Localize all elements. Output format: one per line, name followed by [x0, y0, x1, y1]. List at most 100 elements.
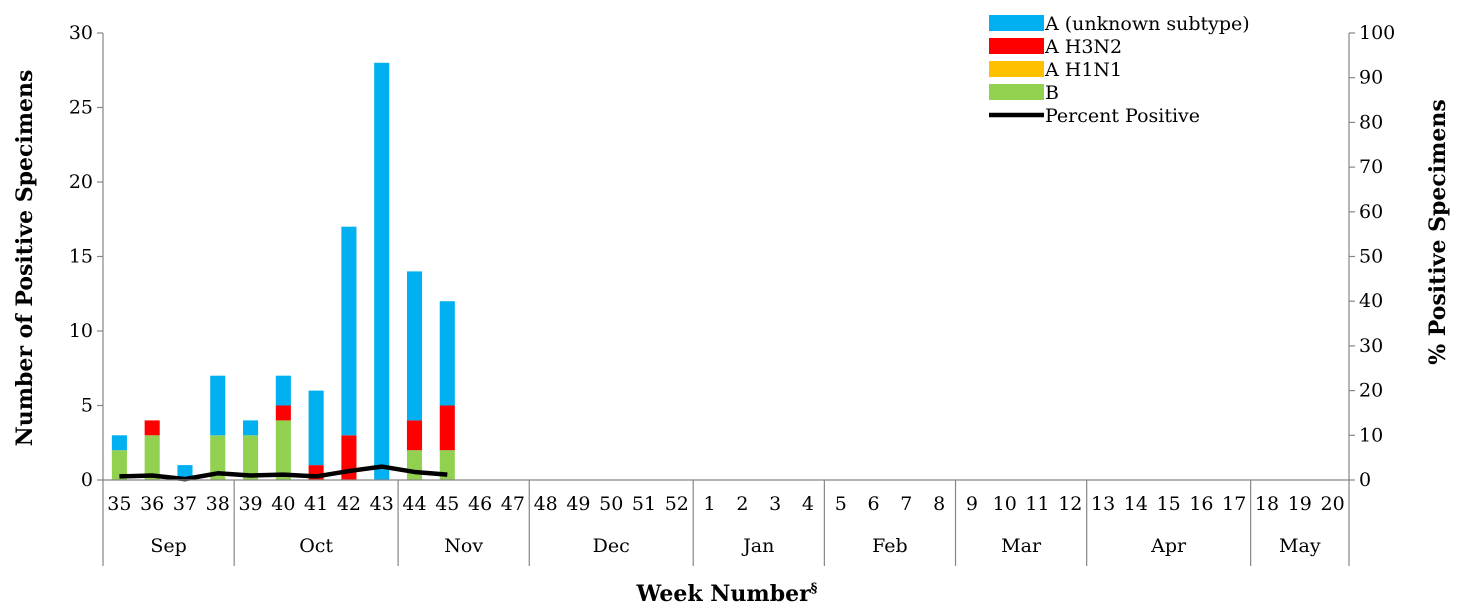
y2-tick-label: 10	[1359, 424, 1383, 446]
axes: 0 5 10 15 20 25 30 0 10 20 30 40 50 60 70 80 90 100	[69, 22, 1395, 491]
bar-segment	[275, 405, 291, 421]
month-label: Mar	[1001, 535, 1042, 557]
y-tick-label: 25	[69, 97, 93, 119]
axis-titles: Number of Positive Specimens % Positive …	[12, 70, 1451, 607]
x-tick-label: 38	[206, 493, 230, 515]
y-tick-label: 20	[69, 171, 93, 193]
y-axis-title: Number of Positive Specimens	[12, 70, 38, 447]
x-tick-label: 42	[337, 493, 361, 515]
legend-swatch	[989, 38, 1044, 54]
x-tick-label: 14	[1124, 493, 1148, 515]
x-tick-label: 15	[1157, 493, 1181, 515]
bar-segment	[243, 420, 259, 436]
bar-segment	[144, 420, 160, 436]
bar-segment	[308, 390, 324, 466]
x-axis-title: Week Number§	[636, 581, 818, 607]
x-tick-label: 51	[632, 493, 656, 515]
x-axis: 35 36 37 38 39 40 41 42 43 44 45 46 47 48 49 50 51 52 1 2 3 4…	[102, 479, 1350, 566]
y2-tick-label: 0	[1359, 469, 1371, 491]
x-tick-label: 9	[966, 493, 978, 515]
legend-label: B	[1045, 82, 1059, 104]
x-tick-label: 19	[1288, 493, 1312, 515]
x-tick-label: 5	[835, 493, 847, 515]
x-tick-label: 2	[736, 493, 748, 515]
line-layer	[119, 464, 448, 482]
x-tick-label: 17	[1222, 493, 1246, 515]
y-tick-label: 30	[69, 22, 93, 44]
x-tick-label: 41	[304, 493, 328, 515]
bar-segment	[111, 450, 127, 480]
x-tick-label: 36	[140, 493, 164, 515]
y2-tick-label: 30	[1359, 335, 1383, 357]
x-tick-label: 52	[665, 493, 689, 515]
legend-swatch	[989, 61, 1044, 77]
x-tick-label: 1	[704, 493, 716, 515]
bar-segment	[406, 420, 423, 451]
x-tick-label: 46	[468, 493, 492, 515]
x-tick-label: 13	[1091, 493, 1115, 515]
x-tick-label: 11	[1025, 493, 1049, 515]
y2-tick-label: 60	[1359, 201, 1383, 223]
x-tick-label: 16	[1189, 493, 1213, 515]
bar-segment	[439, 405, 455, 451]
bar-segment	[275, 375, 291, 406]
x-tick-label: 37	[173, 493, 197, 515]
x-axis-title-text: Week Number	[636, 581, 812, 607]
month-label: May	[1279, 535, 1321, 557]
x-axis-title-superscript: §	[811, 581, 818, 596]
month-label: Oct	[299, 535, 333, 557]
bar-segment	[341, 226, 357, 436]
x-tick-label: 18	[1255, 493, 1279, 515]
x-tick-label: 35	[107, 493, 131, 515]
x-tick-label: 12	[1058, 493, 1082, 515]
y-tick-label: 10	[69, 320, 93, 342]
y2-tick-label: 90	[1359, 67, 1383, 89]
x-tick-label: 49	[566, 493, 590, 515]
month-label: Apr	[1150, 535, 1187, 557]
percent-positive-line	[119, 464, 448, 482]
y2-tick-label: 50	[1359, 246, 1383, 268]
month-label: Dec	[593, 535, 630, 557]
x-tick-label: 8	[933, 493, 945, 515]
x-tick-label: 44	[402, 493, 426, 515]
month-label: Feb	[872, 535, 908, 557]
month-label: Jan	[741, 535, 774, 557]
y-tick-label: 0	[81, 469, 93, 491]
x-tick-label: 3	[769, 493, 781, 515]
y2-tick-label: 20	[1359, 380, 1383, 402]
month-label: Nov	[444, 535, 483, 557]
y2-axis-title: % Positive Specimens	[1425, 99, 1451, 365]
legend-label: A H3N2	[1044, 36, 1122, 58]
x-tick-label: 43	[370, 493, 394, 515]
bar-segment	[111, 435, 127, 451]
x-tick-label: 47	[501, 493, 525, 515]
bar-segment	[406, 271, 423, 421]
bar-segment	[374, 62, 390, 481]
bar-segment	[275, 420, 291, 480]
x-tick-label: 40	[271, 493, 295, 515]
bar-segment	[243, 435, 259, 480]
y2-tick-label: 80	[1359, 111, 1383, 133]
y-tick-label: 15	[69, 246, 93, 268]
x-tick-label: 39	[238, 493, 262, 515]
bars	[111, 62, 455, 481]
bar-segment	[144, 435, 160, 480]
x-tick-label: 45	[435, 493, 459, 515]
bar-segment	[406, 450, 423, 480]
x-tick-label: 6	[868, 493, 880, 515]
x-tick-label: 50	[599, 493, 623, 515]
x-tick-label: 4	[802, 493, 814, 515]
legend-label: Percent Positive	[1045, 105, 1200, 127]
legend-swatch	[989, 84, 1044, 100]
y2-tick-label: 40	[1359, 290, 1383, 312]
month-label: Sep	[150, 535, 186, 557]
x-tick-label: 7	[900, 493, 912, 515]
y2-tick-label: 70	[1359, 156, 1383, 178]
legend-label: A H1N1	[1044, 59, 1122, 81]
x-tick-label: 10	[993, 493, 1017, 515]
y2-tick-label: 100	[1359, 22, 1395, 44]
bar-segment	[439, 301, 455, 406]
x-tick-label: 20	[1321, 493, 1345, 515]
x-tick-label: 48	[534, 493, 558, 515]
